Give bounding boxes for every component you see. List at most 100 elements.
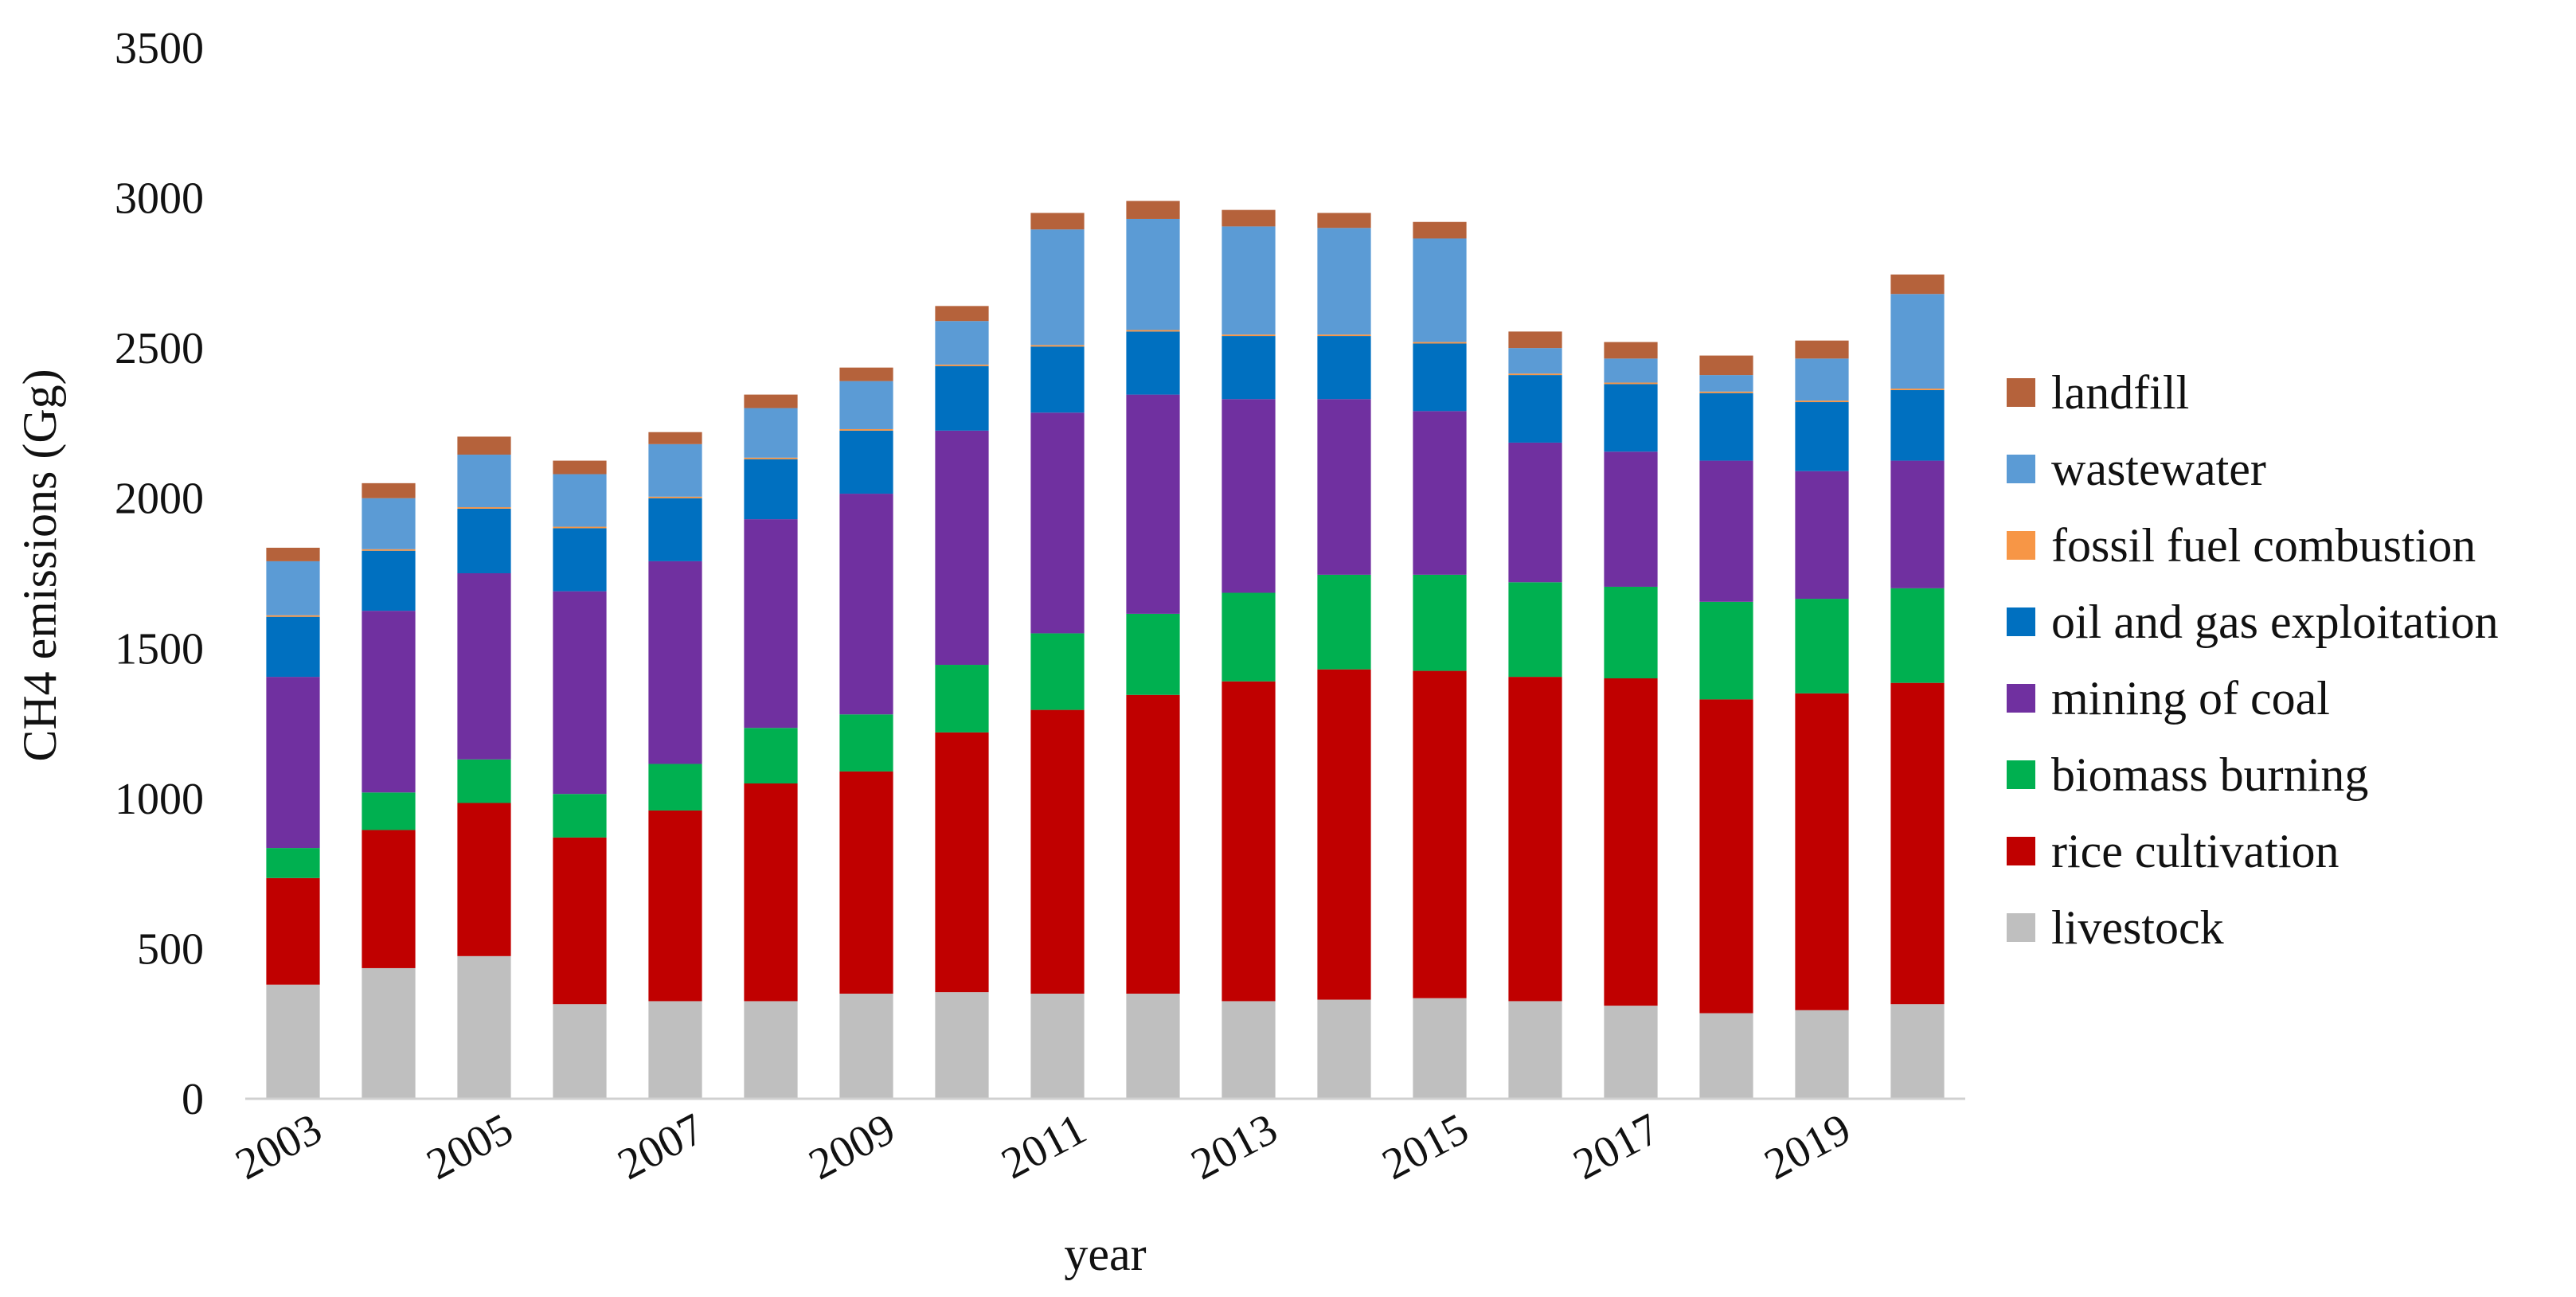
legend-label-biomass-burning: biomass burning [2051,748,2368,801]
bar-segment-biomass-burning-2012 [1126,613,1180,695]
bar-segment-mining-of-coal-2006 [553,591,607,795]
bar-segment-biomass-burning-2014 [1317,574,1371,670]
bar-segment-mining-of-coal-2003 [266,677,320,849]
legend-label-mining-of-coal: mining of coal [2051,672,2330,725]
bar-segment-rice-cultivation-2007 [648,810,702,1002]
x-tick-label: 2017 [1566,1104,1667,1190]
legend-swatch-landfill [2007,378,2035,407]
bar-segment-mining-of-coal-2011 [1030,412,1085,634]
bar-segment-livestock-2013 [1222,1001,1276,1099]
bar-segment-rice-cultivation-2016 [1508,677,1562,1002]
bar-segment-wastewater-2006 [553,474,607,527]
bar-segment-rice-cultivation-2013 [1222,681,1276,1002]
legend-label-wastewater: wastewater [2051,443,2266,495]
legend-swatch-fossil-fuel-combustion [2007,531,2035,560]
x-tick-label: 2019 [1757,1104,1859,1190]
legend-label-fossil-fuel-combustion: fossil fuel combustion [2051,519,2476,572]
legend-swatch-biomass-burning [2007,760,2035,789]
plot-area [266,201,1945,1099]
bar-segment-fossil-fuel-combustion-2013 [1222,334,1276,337]
x-tick-label: 2003 [228,1104,330,1190]
bar-segment-wastewater-2018 [1699,375,1753,392]
bar-segment-landfill-2011 [1030,213,1085,230]
bar-segment-rice-cultivation-2011 [1030,709,1085,994]
bar-segment-mining-of-coal-2012 [1126,394,1180,614]
bar-segment-landfill-2012 [1126,201,1180,219]
bar-segment-wastewater-2007 [648,443,702,497]
bar-segment-landfill-2007 [648,432,702,444]
bar-segment-biomass-burning-2015 [1413,574,1467,671]
bar-segment-wastewater-2012 [1126,218,1180,330]
bar-segment-mining-of-coal-2019 [1795,471,1849,600]
legend-label-landfill: landfill [2051,366,2189,419]
bar-segment-rice-cultivation-2004 [362,830,416,968]
bar-segment-rice-cultivation-2015 [1413,670,1467,998]
bar-segment-wastewater-2004 [362,498,416,549]
bar-segment-oil-and-gas-exploitation-2005 [457,508,511,573]
bar-segment-livestock-2003 [266,984,320,1099]
bar-segment-rice-cultivation-2018 [1699,699,1753,1014]
bar-segment-landfill-2009 [839,367,893,381]
x-tick-label: 2009 [801,1104,903,1190]
bar-segment-mining-of-coal-2008 [744,519,798,729]
bar-segment-biomass-burning-2019 [1795,599,1849,693]
bar-segment-rice-cultivation-2019 [1795,693,1849,1010]
legend: landfill wastewater fossil fuel combustion… [2007,366,2499,954]
bar-segment-mining-of-coal-2004 [362,611,416,793]
bar-segment-fossil-fuel-combustion-2017 [1604,382,1658,385]
bar-segment-mining-of-coal-2014 [1317,399,1371,575]
legend-label-rice-cultivation: rice cultivation [2051,825,2340,877]
bar-segment-fossil-fuel-combustion-2005 [457,507,511,509]
bar-segment-biomass-burning-2011 [1030,633,1085,710]
bar-segment-rice-cultivation-2010 [935,732,989,993]
bar-segment-rice-cultivation-2006 [553,837,607,1005]
legend-swatch-wastewater [2007,455,2035,483]
x-axis-ticks: 2003 2005 2007 2009 2011 2013 2015 2017 2019 [228,1104,1859,1190]
bar-segment-oil-and-gas-exploitation-2016 [1508,375,1562,443]
bar-segment-biomass-burning-2013 [1222,592,1276,682]
bar-segment-oil-and-gas-exploitation-2015 [1413,343,1467,412]
bar-segment-livestock-2014 [1317,999,1371,1099]
bar-segment-biomass-burning-2006 [553,794,607,838]
bar-segment-wastewater-2020 [1890,294,1945,389]
bar-segment-livestock-2011 [1030,994,1085,1099]
bar-segment-biomass-burning-2007 [648,764,702,811]
bar-segment-biomass-burning-2003 [266,848,320,878]
bar-segment-fossil-fuel-combustion-2011 [1030,345,1085,347]
bar-segment-oil-and-gas-exploitation-2013 [1222,336,1276,400]
bar-segment-oil-and-gas-exploitation-2020 [1890,389,1945,461]
x-tick-label: 2007 [610,1104,712,1190]
legend-swatch-livestock [2007,913,2035,942]
bar-segment-fossil-fuel-combustion-2020 [1890,389,1945,390]
bar-segment-fossil-fuel-combustion-2016 [1508,373,1562,376]
bar-segment-livestock-2016 [1508,1001,1562,1099]
bar-segment-oil-and-gas-exploitation-2003 [266,616,320,678]
bar-segment-mining-of-coal-2013 [1222,399,1276,593]
bar-segment-livestock-2009 [839,994,893,1099]
bar-segment-landfill-2019 [1795,340,1849,359]
bar-segment-fossil-fuel-combustion-2019 [1795,400,1849,403]
bar-segment-mining-of-coal-2017 [1604,451,1658,587]
bar-segment-biomass-burning-2018 [1699,601,1753,700]
bar-segment-biomass-burning-2004 [362,792,416,830]
bar-segment-mining-of-coal-2009 [839,494,893,715]
x-tick-label: 2005 [419,1104,521,1190]
bar-segment-wastewater-2011 [1030,229,1085,346]
bar-segment-landfill-2015 [1413,221,1467,239]
bar-segment-landfill-2003 [266,547,320,561]
bar-segment-oil-and-gas-exploitation-2007 [648,498,702,561]
bar-segment-fossil-fuel-combustion-2018 [1699,391,1753,393]
bar-segment-biomass-burning-2009 [839,714,893,772]
bar-segment-fossil-fuel-combustion-2003 [266,615,320,617]
y-axis-ticks: 0 500 1000 1500 2000 2500 3000 3500 [115,24,204,1124]
bar-segment-biomass-burning-2005 [457,759,511,803]
bar-segment-wastewater-2015 [1413,238,1467,342]
bar-segment-oil-and-gas-exploitation-2019 [1795,402,1849,471]
bar-segment-wastewater-2003 [266,561,320,615]
bar-segment-rice-cultivation-2017 [1604,678,1658,1006]
bar-segment-wastewater-2017 [1604,358,1658,383]
bar-segment-livestock-2007 [648,1001,702,1099]
bar-segment-wastewater-2005 [457,455,511,508]
bar-segment-landfill-2017 [1604,342,1658,359]
bar-segment-wastewater-2016 [1508,348,1562,374]
